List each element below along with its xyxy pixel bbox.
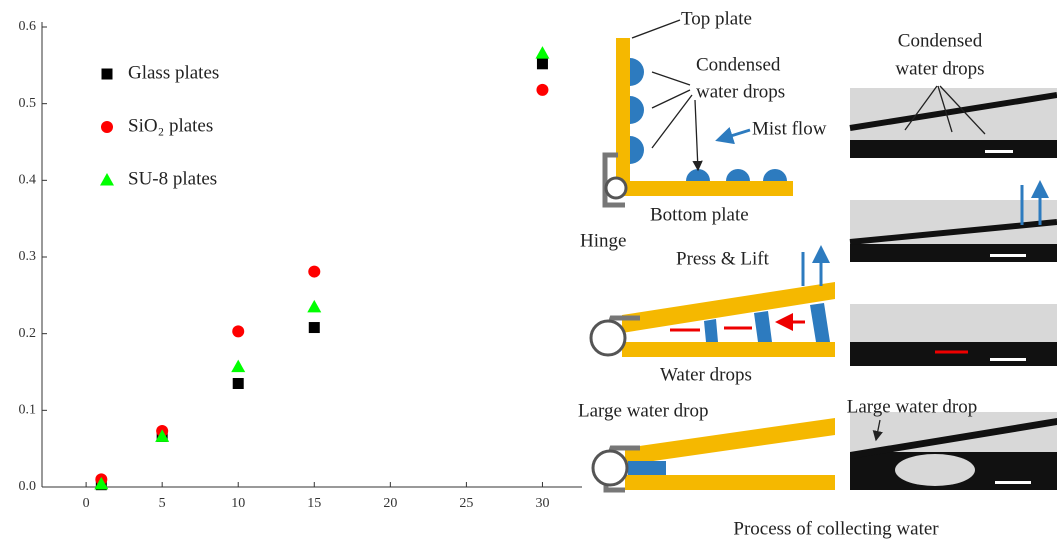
legend-label: SU-8 plates (128, 168, 217, 189)
diagram-label: Hinge (580, 230, 626, 251)
hinge (593, 451, 627, 485)
bottom-plate (616, 181, 793, 196)
hinge (591, 321, 625, 355)
legend-marker (100, 173, 114, 186)
diagram-label: Water drops (660, 364, 752, 385)
large-drop (628, 461, 666, 475)
bottom-plate (625, 475, 835, 490)
x-tick-label: 15 (307, 496, 321, 511)
diagram-label: Bottom plate (650, 204, 749, 225)
legend-marker (102, 69, 113, 80)
x-tick-label: 20 (383, 496, 397, 511)
point (537, 58, 548, 69)
legend-marker (101, 121, 113, 133)
x-tick-label: 0 (83, 496, 90, 511)
drops (630, 58, 644, 164)
y-tick-label: 0.2 (19, 326, 37, 341)
legend-label: Glass plates (128, 62, 219, 83)
caption: Process of collecting water (733, 518, 939, 539)
y-tick-label: 0.1 (19, 403, 37, 418)
point (307, 300, 321, 313)
mist-arrow (718, 130, 750, 140)
y-tick-label: 0.6 (19, 19, 37, 34)
scatter-chart: 0.0 0.1 0.2 0.3 0.4 0.5 0.6 0 5 10 15 20 25 30 Glass p… (19, 19, 583, 511)
press-lift-arrow (803, 248, 821, 286)
x-tick-label: 10 (231, 496, 245, 511)
diagram-label: water drops (696, 81, 785, 102)
y-tick-label: 0.3 (19, 249, 37, 264)
x-tick-label: 25 (459, 496, 473, 511)
point (535, 46, 549, 59)
point (231, 360, 245, 373)
diagram: Top plate Condensed water drops Mist flow Bo… (578, 8, 1057, 539)
diagram-label: Top plate (681, 8, 752, 29)
hinge (606, 178, 626, 198)
y-tick-label: 0.0 (19, 479, 37, 494)
diagram-label: Mist flow (752, 118, 827, 139)
diagram-label: Press & Lift (676, 248, 770, 269)
drops (686, 169, 787, 181)
point (308, 266, 320, 278)
diagram-label: Condensed (696, 54, 781, 75)
figure: 0.0 0.1 0.2 0.3 0.4 0.5 0.6 0 5 10 15 20 25 30 Glass p… (0, 0, 1057, 546)
point (536, 84, 548, 96)
x-tick-label: 30 (535, 496, 549, 511)
point (233, 378, 244, 389)
point (232, 325, 244, 337)
diagram-label: Large water drop (847, 396, 977, 417)
top-plate (625, 418, 835, 465)
legend-label: SiO₂ plates (128, 115, 213, 136)
x-tick-label: 5 (159, 496, 166, 511)
diagram-label: Large water drop (578, 400, 708, 421)
photos (850, 86, 1057, 490)
top-plate (622, 282, 835, 333)
top-plate (616, 38, 630, 196)
point (309, 322, 320, 333)
diagram-label: water drops (895, 58, 984, 79)
bottom-plate (622, 342, 835, 357)
y-tick-label: 0.4 (19, 173, 37, 188)
diagram-label: Condensed (898, 30, 983, 51)
y-tick-label: 0.5 (19, 96, 37, 111)
flow-arrow (670, 322, 805, 330)
